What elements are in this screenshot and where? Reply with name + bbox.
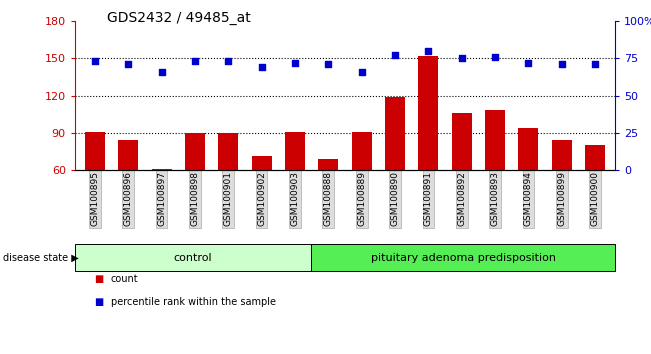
Bar bbox=[452, 113, 472, 244]
Bar bbox=[218, 133, 238, 244]
Point bbox=[590, 62, 600, 67]
Bar bbox=[385, 97, 405, 244]
Text: ■: ■ bbox=[94, 297, 104, 307]
Bar bbox=[552, 140, 572, 244]
Point bbox=[290, 60, 300, 66]
Point bbox=[223, 58, 234, 64]
Text: control: control bbox=[174, 252, 212, 263]
Bar bbox=[352, 131, 372, 244]
Text: percentile rank within the sample: percentile rank within the sample bbox=[111, 297, 275, 307]
Bar bbox=[318, 159, 339, 244]
Point bbox=[557, 62, 567, 67]
Text: pituitary adenoma predisposition: pituitary adenoma predisposition bbox=[370, 252, 556, 263]
Bar bbox=[419, 56, 438, 244]
Point bbox=[90, 58, 100, 64]
Bar bbox=[185, 133, 205, 244]
Point bbox=[323, 62, 333, 67]
Point bbox=[390, 53, 400, 58]
Text: count: count bbox=[111, 274, 138, 284]
Point bbox=[156, 69, 167, 75]
Bar bbox=[485, 110, 505, 244]
Point bbox=[256, 64, 267, 70]
Bar bbox=[152, 169, 172, 244]
Point bbox=[357, 69, 367, 75]
Bar bbox=[118, 140, 138, 244]
Bar bbox=[585, 145, 605, 244]
Point bbox=[490, 54, 501, 60]
Text: disease state ▶: disease state ▶ bbox=[3, 252, 79, 263]
Bar bbox=[518, 128, 538, 244]
Point bbox=[523, 60, 534, 66]
Text: ■: ■ bbox=[94, 274, 104, 284]
Point bbox=[123, 62, 133, 67]
Bar bbox=[285, 131, 305, 244]
Text: GDS2432 / 49485_at: GDS2432 / 49485_at bbox=[107, 11, 251, 25]
Bar bbox=[85, 131, 105, 244]
Point bbox=[423, 48, 434, 54]
Bar bbox=[252, 156, 271, 244]
Point bbox=[189, 58, 200, 64]
Point bbox=[456, 56, 467, 61]
